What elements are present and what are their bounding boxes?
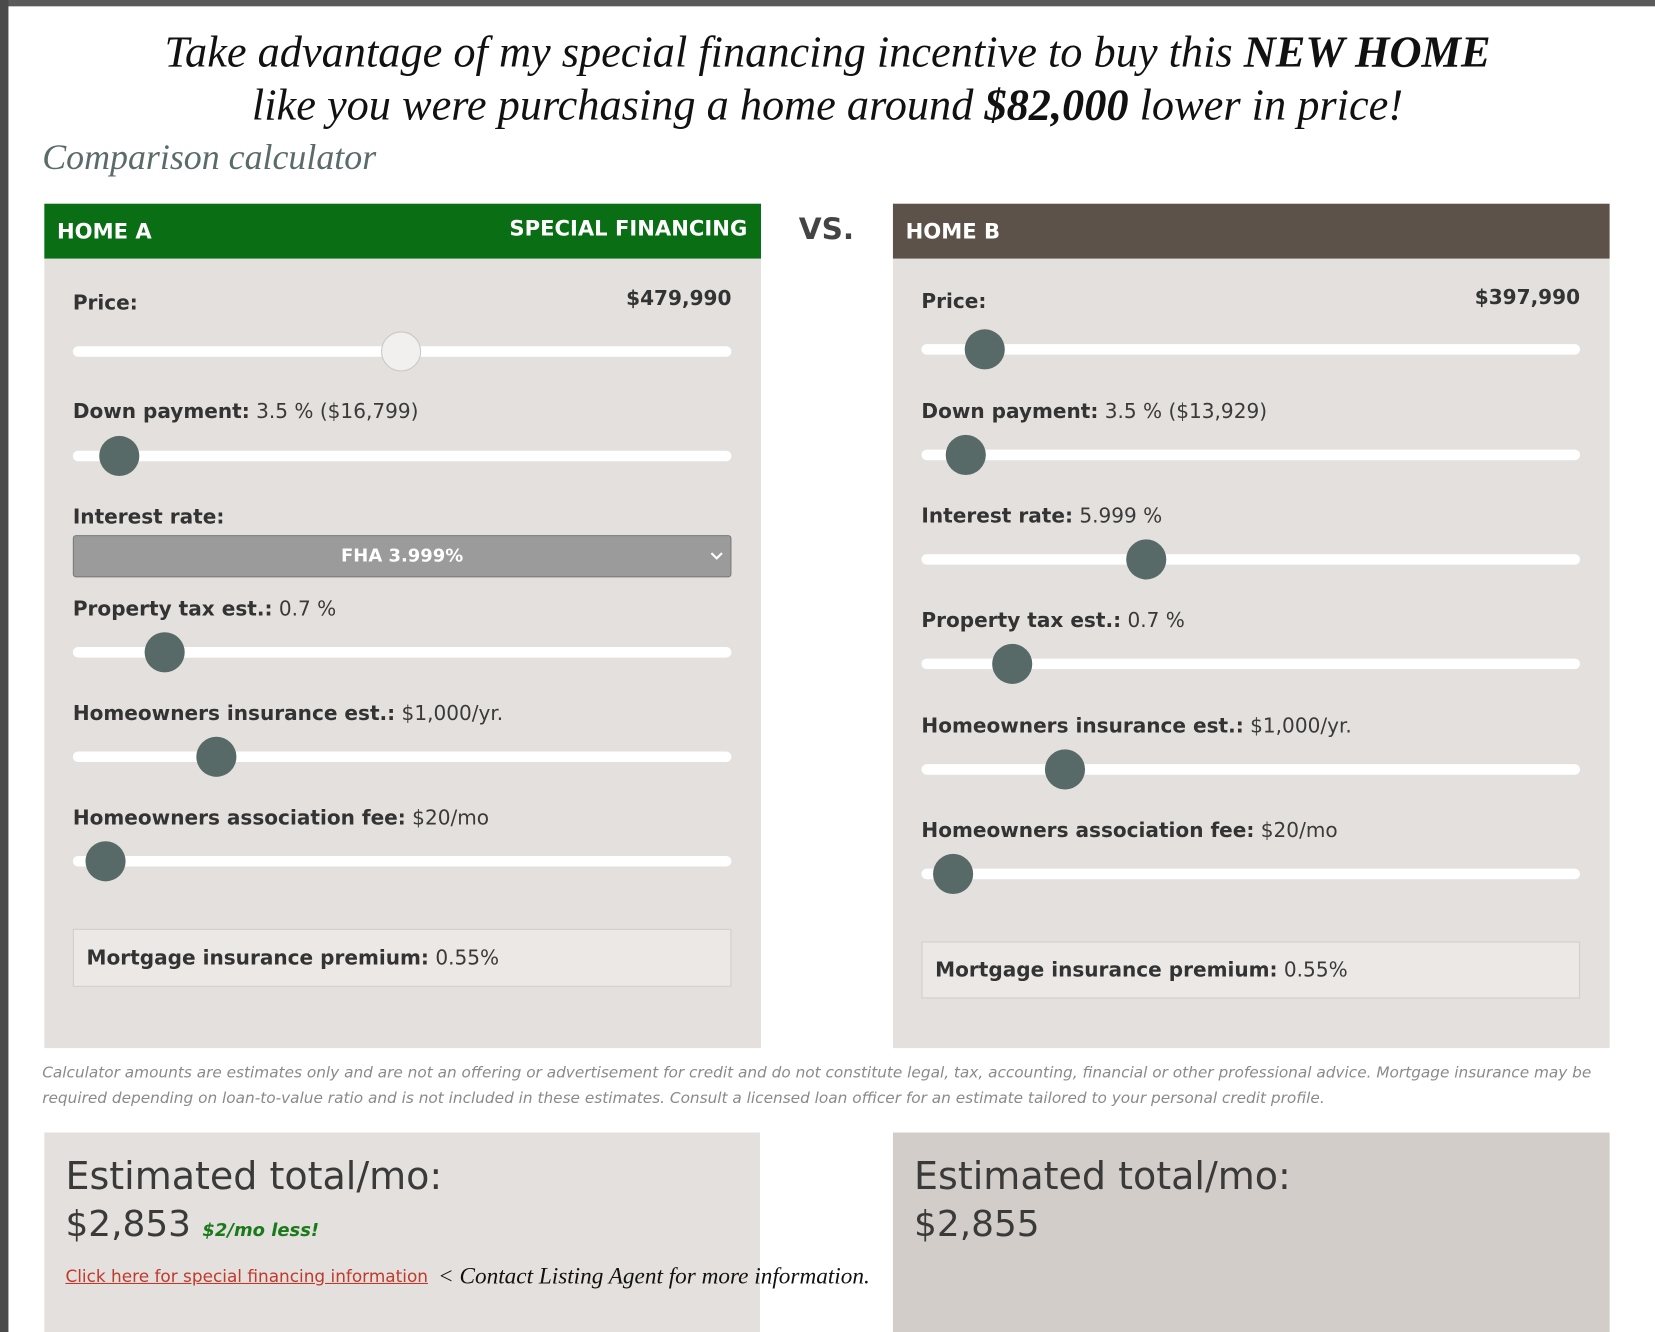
mip-text: Mortgage insurance premium: 0.55% — [87, 946, 499, 969]
disclaimer: Calculator amounts are estimates only an… — [42, 1064, 1592, 1108]
headline-text: lower in price! — [1139, 81, 1404, 130]
field-value: $20/mo — [412, 806, 490, 830]
slider-thumb[interactable] — [196, 736, 237, 777]
mip-box: Mortgage insurance premium: 0.55% — [72, 928, 732, 987]
slider-thumb[interactable] — [85, 841, 126, 882]
contact-note: < Contact Listing Agent for more informa… — [438, 1262, 870, 1289]
field-name: Property tax est.: — [72, 597, 273, 621]
field-value: 3.5 % ($16,799) — [256, 400, 419, 424]
field-value: $20/mo — [1260, 819, 1338, 843]
slider-track[interactable] — [921, 449, 1581, 461]
headline-line1: Take advantage of my special financing i… — [0, 27, 1655, 78]
slider-track[interactable] — [72, 855, 732, 867]
field-label: Property tax est.: 0.7 % — [921, 609, 1184, 632]
field-value: $1,000/yr. — [401, 701, 504, 726]
result-label: Estimated total/mo: — [65, 1155, 443, 1199]
slider-track[interactable] — [921, 344, 1581, 355]
result-label: Estimated total/mo: — [914, 1155, 1291, 1199]
panel-title: HOME A — [56, 218, 152, 244]
mip-label: Mortgage insurance premium: — [86, 946, 429, 970]
headline-emphasis: $82,000 — [984, 81, 1129, 130]
field-name: Homeowners association fee: — [921, 819, 1255, 843]
slider-track[interactable] — [72, 647, 732, 658]
mip-box: Mortgage insurance premium: 0.55% — [921, 941, 1581, 999]
field-name: Property tax est.: — [921, 609, 1122, 633]
slider-track[interactable] — [921, 764, 1581, 775]
panel-badge: SPECIAL FINANCING — [509, 215, 748, 241]
field-label: Interest rate: — [73, 506, 225, 529]
slider-thumb[interactable] — [964, 329, 1005, 370]
field-name: Interest rate: — [72, 505, 225, 529]
mip-label: Mortgage insurance premium: — [935, 958, 1278, 982]
field-value: 0.7 % — [278, 597, 337, 621]
info-link[interactable]: Click here for special financing informa… — [65, 1266, 428, 1287]
panel-header — [44, 203, 762, 259]
field-label: Price: — [73, 291, 138, 314]
slider-track[interactable] — [72, 751, 732, 763]
result-total: $2,855 — [914, 1203, 1040, 1246]
price-value: $397,990 — [1474, 286, 1581, 310]
rate-select[interactable]: FHA 3.999% — [72, 535, 732, 578]
field-label: Down payment: 3.5 % ($13,929) — [921, 400, 1267, 423]
field-label: Homeowners insurance est.: $1,000/yr. — [73, 702, 503, 725]
headline-text: Take advantage of my special financing i… — [164, 28, 1233, 78]
slider-thumb[interactable] — [992, 643, 1033, 684]
field-label: Homeowners insurance est.: $1,000/yr. — [921, 715, 1351, 738]
headline-emphasis: NEW HOME — [1243, 28, 1491, 78]
panel-title: HOME B — [905, 218, 1001, 244]
slider-track[interactable] — [921, 868, 1581, 880]
field-label: Interest rate: 5.999 % — [921, 505, 1162, 528]
slider-thumb[interactable] — [144, 632, 185, 673]
slider-thumb[interactable] — [99, 435, 140, 477]
field-value: 5.999 % — [1079, 504, 1163, 528]
field-value: 3.5 % ($13,929) — [1104, 400, 1268, 424]
slider-thumb[interactable] — [381, 331, 422, 372]
mip-value: 0.55% — [1283, 958, 1348, 982]
headline-text: like you were purchasing a home around — [251, 81, 974, 130]
mip-value: 0.55% — [435, 946, 500, 970]
slider-track[interactable] — [921, 554, 1581, 565]
price-value: $479,990 — [626, 287, 732, 311]
slider-thumb[interactable] — [945, 434, 986, 475]
result-panel — [892, 1132, 1610, 1332]
field-name: Homeowners insurance est.: — [921, 714, 1244, 738]
field-value: 0.7 % — [1127, 609, 1185, 633]
result-panel — [44, 1132, 760, 1332]
field-name: Homeowners insurance est.: — [72, 701, 396, 726]
field-name: Price: — [72, 291, 138, 315]
slider-thumb[interactable] — [933, 853, 974, 894]
field-name: Interest rate: — [921, 504, 1073, 528]
panel-header — [892, 203, 1610, 259]
savings: $2/mo less! — [202, 1220, 320, 1242]
select-text: FHA 3.999% — [341, 545, 464, 567]
chevron-line — [710, 552, 723, 560]
top-edge — [0, 0, 1655, 7]
field-name: Price: — [921, 290, 987, 314]
field-label: Property tax est.: 0.7 % — [73, 597, 336, 620]
field-label: Homeowners association fee: $20/mo — [73, 806, 489, 829]
result-total: $2,853 $2/mo less! — [65, 1203, 319, 1245]
slider-track[interactable] — [921, 658, 1581, 670]
total-value: $2,853 — [65, 1203, 192, 1246]
left-edge — [0, 0, 9, 1332]
field-name: Down payment: — [921, 400, 1099, 424]
field-label: Homeowners association fee: $20/mo — [921, 819, 1337, 842]
slider-thumb[interactable] — [1126, 539, 1167, 580]
mip-text: Mortgage insurance premium: 0.55% — [935, 958, 1347, 981]
field-name: Down payment: — [72, 400, 250, 424]
field-label: Price: — [921, 290, 986, 313]
slider-thumb[interactable] — [1044, 749, 1086, 790]
slider-track[interactable] — [72, 450, 732, 462]
chevron — [710, 552, 723, 560]
vs-label: VS. — [798, 211, 855, 247]
field-label: Down payment: 3.5 % ($16,799) — [73, 400, 419, 423]
field-name: Homeowners association fee: — [72, 806, 406, 830]
subtitle: Comparison calculator — [42, 138, 377, 178]
field-value: $1,000/yr. — [1250, 714, 1352, 738]
headline-line2: like you were purchasing a home around $… — [0, 80, 1655, 131]
